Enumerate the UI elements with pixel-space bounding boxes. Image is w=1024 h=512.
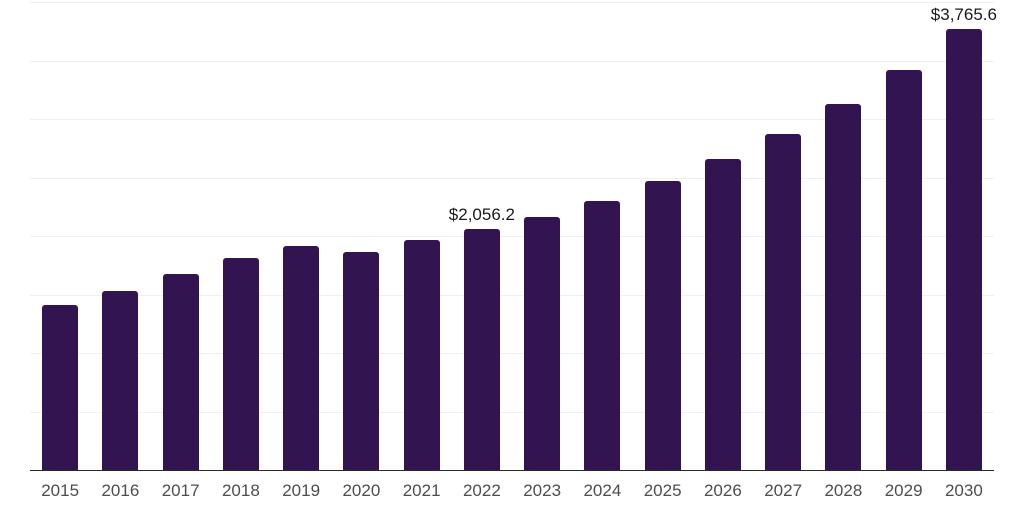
bar-2021 <box>403 240 440 470</box>
x-tick-label-2020: 2020 <box>342 481 381 500</box>
bar-2025 <box>644 181 681 470</box>
bar-2027 <box>765 133 802 470</box>
bar-2016 <box>102 290 139 470</box>
gridline-1500 <box>30 294 994 296</box>
gridline-2000 <box>30 236 994 237</box>
x-tick-label-2024: 2024 <box>583 481 622 500</box>
gridline-500 <box>30 411 994 413</box>
bar-2028 <box>825 103 862 470</box>
gridline-3000 <box>30 119 994 120</box>
x-tick-label-2030: 2030 <box>944 481 983 500</box>
gridline-1000 <box>30 353 994 354</box>
x-tick-label-2025: 2025 <box>643 481 682 500</box>
x-tick-label-2027: 2027 <box>764 481 803 500</box>
bar-2018 <box>222 258 259 470</box>
x-axis-line <box>30 469 994 471</box>
x-tick-label-2019: 2019 <box>282 481 321 500</box>
bar-2017 <box>162 273 199 470</box>
x-tick-label-2015: 2015 <box>41 481 80 500</box>
x-tick-label-2026: 2026 <box>703 481 742 500</box>
x-tick-label-2029: 2029 <box>884 481 923 500</box>
gridline-2500 <box>30 177 994 179</box>
bar-2015 <box>42 305 79 470</box>
x-tick-label-2016: 2016 <box>101 481 140 500</box>
x-tick-label-2022: 2022 <box>462 481 501 500</box>
bar-2026 <box>704 159 741 470</box>
bar-2029 <box>885 69 922 470</box>
x-tick-label-2021: 2021 <box>402 481 441 500</box>
value-label-2022: $2,056.2 <box>448 205 515 225</box>
bar-2023 <box>524 216 561 470</box>
x-tick-label-2018: 2018 <box>221 481 260 500</box>
x-tick-label-2023: 2023 <box>523 481 562 500</box>
x-tick-label-2017: 2017 <box>161 481 200 500</box>
bar-2024 <box>584 201 621 470</box>
bar-2030 <box>945 29 982 470</box>
bar-2020 <box>343 252 380 470</box>
bar-2019 <box>283 246 320 470</box>
bar-2022 <box>463 229 500 470</box>
gridline-3500 <box>30 60 994 62</box>
x-tick-label-2028: 2028 <box>824 481 863 500</box>
gridline-4000 <box>30 2 994 3</box>
value-label-2030: $3,765.6 <box>930 5 997 25</box>
